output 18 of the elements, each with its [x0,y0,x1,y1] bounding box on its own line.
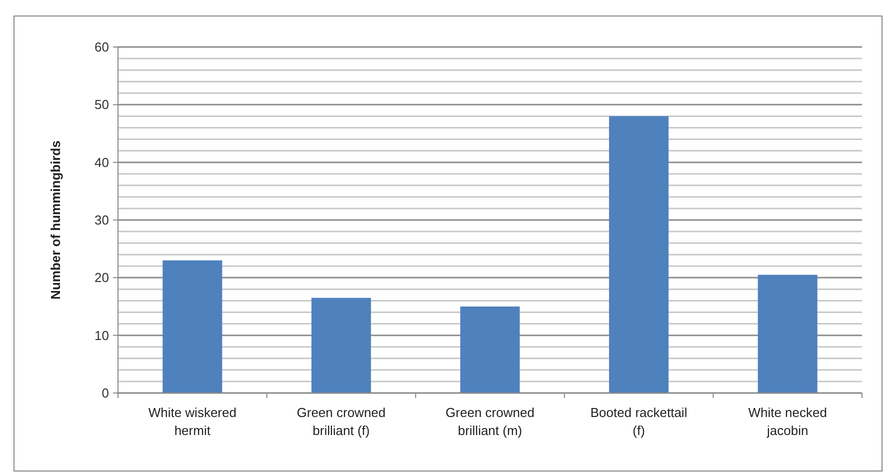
bar [162,260,222,393]
y-tick-label: 50 [94,97,109,112]
x-tick-label: White wiskered hermit [148,405,236,438]
y-tick-label: 10 [94,328,109,343]
x-tick-label: Green crowned brilliant (f) [296,405,386,438]
bar [609,116,669,393]
bar [460,306,520,393]
x-tick-label: Booted rackettail (f) [590,405,688,438]
bar [311,298,371,393]
y-tick-label: 20 [94,270,109,286]
x-tick-label: White necked jacobin [748,405,827,438]
y-tick-label: 40 [94,154,109,170]
y-tick-label: 30 [94,212,109,228]
y-tick-label: 0 [102,386,109,401]
y-axis-title: Number of hummingbirds [48,140,63,300]
x-tick-label: Green crowned brilliant (m) [446,405,534,438]
y-tick-label: 60 [94,40,109,55]
bar [758,274,818,393]
